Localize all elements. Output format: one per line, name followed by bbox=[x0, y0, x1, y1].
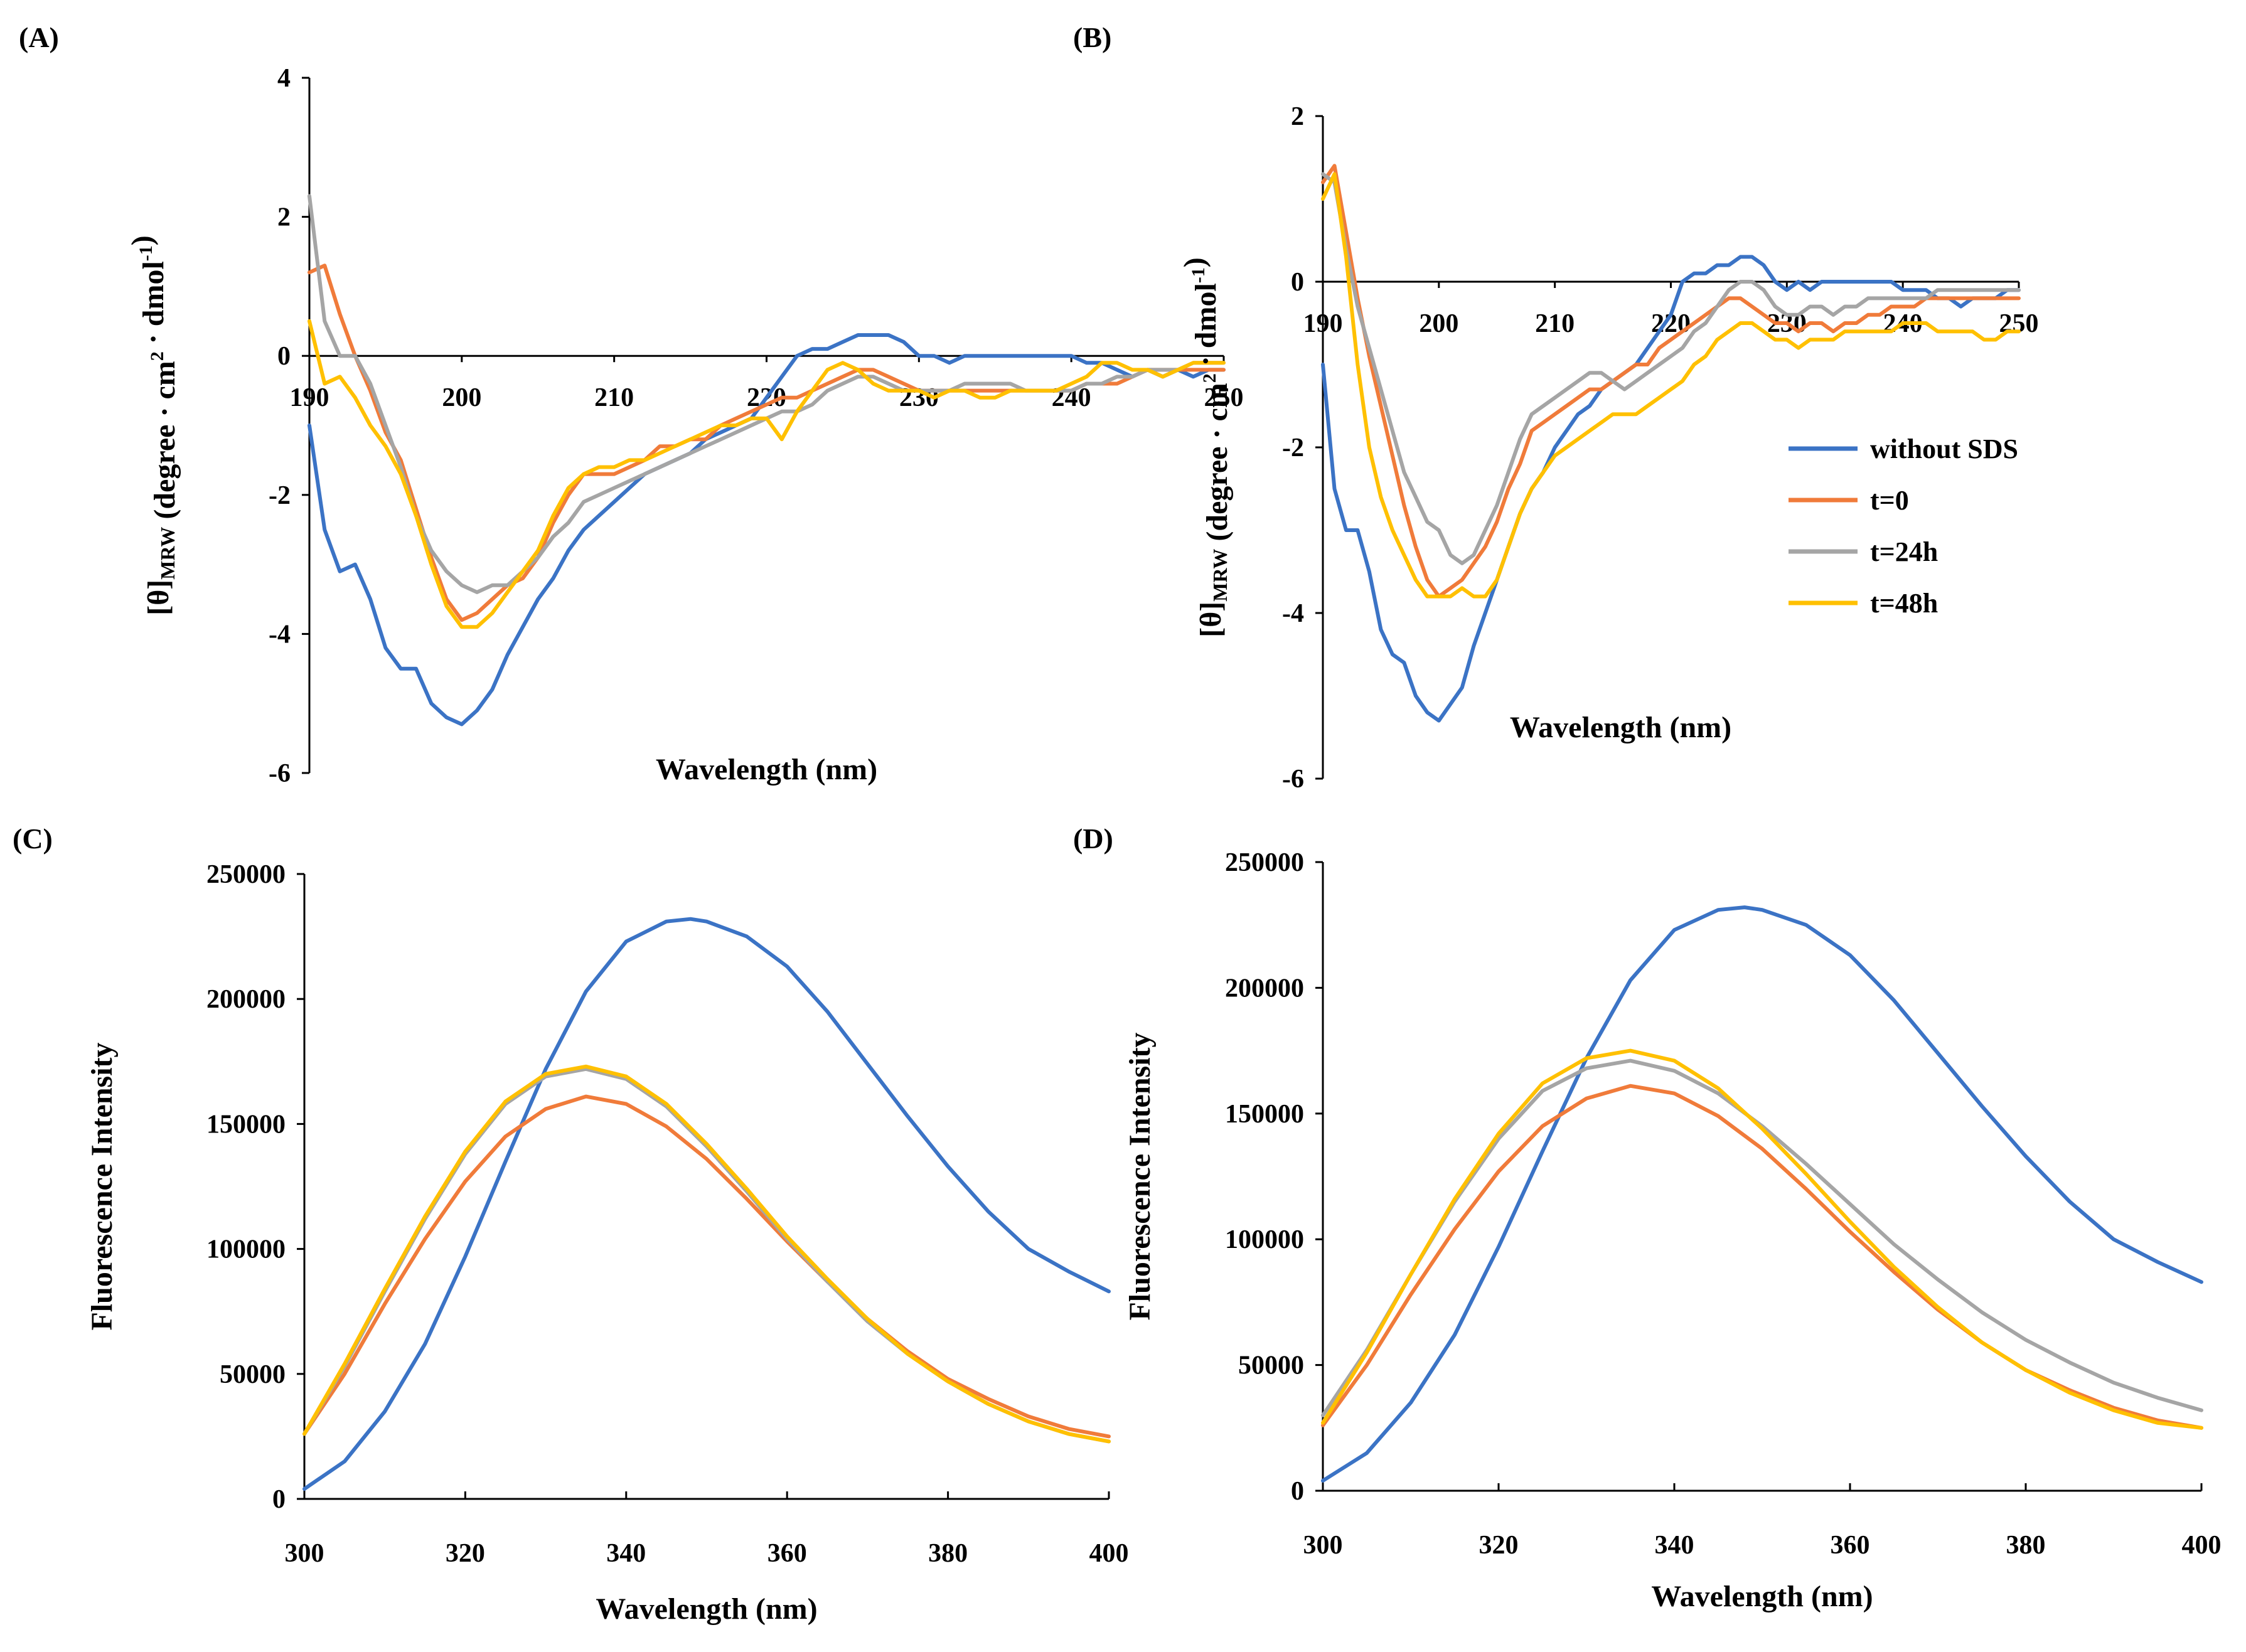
x-axis-title: Wavelength (nm) bbox=[1651, 1580, 1873, 1613]
x-axis-title: Wavelength (nm) bbox=[1510, 711, 1731, 744]
x-tick-label: 300 bbox=[1303, 1531, 1343, 1560]
x-tick-label: 360 bbox=[767, 1539, 807, 1568]
legend-label-t0: t=0 bbox=[1870, 485, 1909, 516]
series-line-t24 bbox=[1321, 172, 2021, 565]
y-tick-label: 100000 bbox=[206, 1235, 286, 1264]
y-tick-label: 250000 bbox=[1225, 848, 1304, 877]
x-axis-title: Wavelength (nm) bbox=[596, 1592, 817, 1626]
y-tick-label: 2 bbox=[277, 203, 291, 232]
panel-label: (A) bbox=[19, 21, 59, 53]
y-tick-label: 200000 bbox=[1225, 974, 1304, 1003]
x-tick-label: 200 bbox=[442, 383, 481, 412]
series-line-without-sds bbox=[1321, 905, 2203, 1483]
series-line-t24 bbox=[1321, 1058, 2203, 1417]
y-tick-label: -4 bbox=[269, 620, 291, 649]
x-tick-label: 360 bbox=[1831, 1531, 1870, 1560]
legend-label-without-sds: without SDS bbox=[1870, 434, 2018, 464]
y-tick-label: 250000 bbox=[206, 860, 286, 889]
x-tick-label: 210 bbox=[594, 383, 634, 412]
series-line-t48 bbox=[307, 319, 1226, 629]
series-line-t0 bbox=[302, 1094, 1111, 1439]
x-tick-label: 190 bbox=[1303, 309, 1343, 338]
series-line-t24 bbox=[302, 1067, 1111, 1444]
series-line-without-sds bbox=[302, 917, 1111, 1491]
y-tick-label: 0 bbox=[277, 342, 291, 371]
x-tick-label: 380 bbox=[2006, 1531, 2046, 1560]
panel-label: (D) bbox=[1073, 823, 1113, 855]
x-tick-label: 400 bbox=[1089, 1539, 1129, 1568]
series-line-without-sds bbox=[1321, 255, 2021, 723]
x-tick-label: 250 bbox=[1204, 383, 1244, 412]
y-axis-title: [θ]MRW (degree · cm2 · dmol-1) bbox=[126, 235, 181, 616]
chart-panel-c: (C) 250000 200000 150000 100000 50000 0 300 320 3… bbox=[13, 823, 1129, 1626]
x-tick-label: 400 bbox=[2182, 1531, 2222, 1560]
panel-label: (C) bbox=[13, 823, 53, 855]
y-tick-label: 150000 bbox=[1225, 1100, 1304, 1129]
x-tick-label: 190 bbox=[290, 383, 329, 412]
x-tick-label: 300 bbox=[285, 1539, 324, 1568]
legend-label-t48: t=48h bbox=[1870, 588, 1938, 619]
x-axis-title: Wavelength (nm) bbox=[656, 753, 877, 786]
x-tick-label: 340 bbox=[1655, 1531, 1694, 1560]
series-line-t48 bbox=[1321, 1048, 2203, 1430]
y-tick-label: -2 bbox=[1282, 434, 1304, 462]
y-tick-label: -6 bbox=[269, 759, 291, 788]
y-tick-label: 50000 bbox=[220, 1360, 286, 1389]
x-tick-label: 200 bbox=[1419, 309, 1458, 338]
legend-label-t24: t=24h bbox=[1870, 536, 1938, 567]
y-tick-label: 200000 bbox=[206, 985, 286, 1014]
chart-panel-d: (D) 250000 200000 150000 100000 50000 0 300 320 3… bbox=[1073, 823, 2222, 1613]
x-tick-label: 210 bbox=[1535, 309, 1575, 338]
y-tick-label: 0 bbox=[1291, 268, 1304, 297]
series-line-t48 bbox=[1321, 172, 2021, 599]
y-tick-label: -2 bbox=[269, 481, 291, 510]
series-line-t48 bbox=[302, 1064, 1111, 1444]
y-axis-title: Fluorescence Intensity bbox=[85, 1042, 119, 1330]
x-tick-label: 340 bbox=[606, 1539, 646, 1568]
y-tick-label: -4 bbox=[1282, 599, 1304, 628]
series-line-without-sds bbox=[307, 333, 1226, 727]
y-tick-label: 50000 bbox=[1238, 1351, 1304, 1380]
series-line-t0 bbox=[1321, 164, 2021, 599]
y-tick-label: 150000 bbox=[206, 1110, 286, 1139]
y-tick-label: -6 bbox=[1282, 765, 1304, 794]
x-tick-label: 380 bbox=[928, 1539, 968, 1568]
y-tick-label: 0 bbox=[272, 1485, 286, 1514]
y-tick-label: 4 bbox=[277, 64, 291, 93]
y-tick-label: 100000 bbox=[1225, 1225, 1304, 1254]
y-tick-label: 2 bbox=[1291, 102, 1304, 131]
y-tick-label: 0 bbox=[1291, 1477, 1304, 1506]
y-axis-title: Fluorescence Intensity bbox=[1123, 1032, 1157, 1320]
x-tick-label: 320 bbox=[446, 1539, 485, 1568]
y-axis-title: [θ]MRW (degree · cm2 · dmol-1) bbox=[1178, 257, 1234, 637]
panel-label: (B) bbox=[1073, 21, 1111, 53]
legend: without SDS t=0 t=24h t=48h bbox=[1789, 434, 2018, 619]
series-line-t0 bbox=[1321, 1084, 2203, 1430]
x-tick-label: 240 bbox=[1052, 383, 1091, 412]
series-line-t0 bbox=[307, 264, 1226, 622]
x-tick-label: 320 bbox=[1479, 1531, 1519, 1560]
